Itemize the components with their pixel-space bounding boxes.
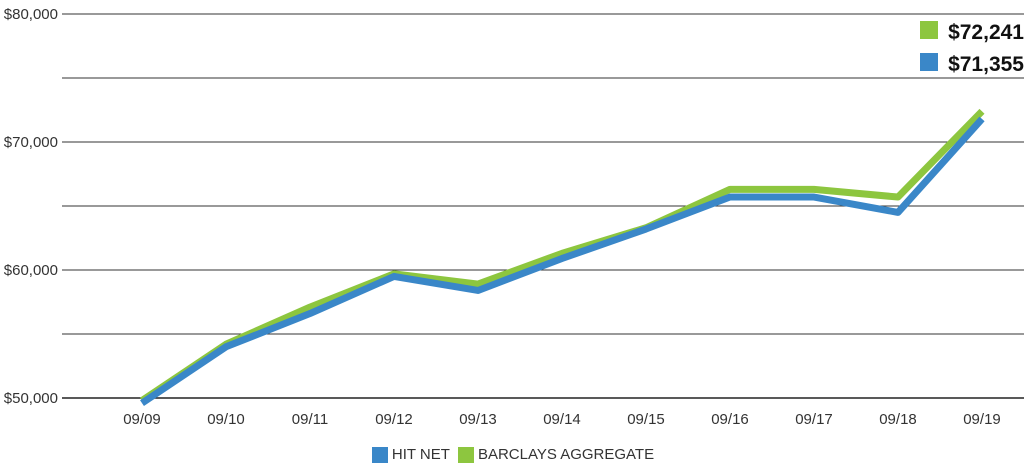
x-tick-label: 09/15 (627, 411, 665, 428)
x-tick-label: 09/10 (207, 411, 245, 428)
x-tick-label: 09/13 (459, 411, 497, 428)
line-chart: $50,000$60,000$70,000$80,000 09/09 09/10 0… (4, 6, 1025, 428)
x-tick-label: 09/17 (795, 411, 833, 428)
legend-label: BARCLAYS AGGREGATE (477, 446, 655, 463)
legend-swatch (371, 446, 388, 463)
legend-item: BARCLAYS AGGREGATE (457, 446, 655, 463)
gridlines (62, 13, 1024, 399)
legend-label: HIT NET (391, 446, 450, 463)
y-tick-label: $70,000 (4, 134, 58, 151)
end-label-swatch (920, 21, 938, 39)
x-tick-label: 09/14 (543, 411, 581, 428)
x-tick-label: 09/16 (711, 411, 749, 428)
x-tick-label: 09/12 (375, 411, 413, 428)
y-axis-tick-labels: $50,000 $60,000 $70,000 $80,000 (4, 6, 58, 407)
legend-swatch (457, 446, 474, 463)
series-lines (140, 108, 985, 407)
x-tick-label: 09/09 (123, 411, 161, 428)
y-tick-label: $60,000 (4, 262, 58, 279)
legend: HIT NET BARCLAYS AGGREGATE (0, 446, 1026, 467)
y-tick-label: $80,000 (4, 6, 58, 23)
x-tick-label: 09/19 (963, 411, 1001, 428)
end-value-label: $72,241 (948, 21, 1024, 44)
end-value-labels: $72,241 $71,355 (920, 21, 1024, 76)
y-tick-label: $50,000 (4, 390, 58, 407)
legend-item: HIT NET (371, 446, 450, 463)
x-tick-label: 09/11 (292, 411, 328, 428)
series-line-hit-net (140, 116, 985, 407)
end-value-label: $71,355 (948, 53, 1024, 76)
x-tick-label: 09/18 (879, 411, 917, 428)
end-label-swatch (920, 53, 938, 71)
x-axis-tick-labels: 09/09 09/10 09/11 09/12 09/13 09/14 09/15 09/16… (123, 411, 1001, 428)
